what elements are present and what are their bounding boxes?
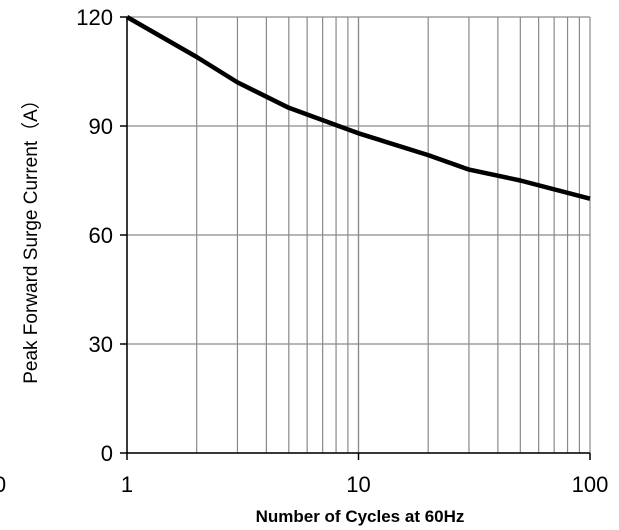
- axes: [120, 16, 591, 460]
- x-tick-label: 100: [572, 472, 609, 497]
- y-axis-title: Peak Forward Surge Current（A）: [20, 90, 42, 384]
- y-tick-label: 0: [101, 441, 113, 466]
- x-tick-label: 1: [121, 472, 133, 497]
- clipped-tick-label: 0: [0, 472, 6, 497]
- grid-lines: [126, 16, 591, 454]
- surge-current-curve: [125, 15, 591, 201]
- x-tick-label: 10: [346, 472, 370, 497]
- y-tick-label: 30: [89, 332, 113, 357]
- y-tick-label: 120: [76, 5, 113, 30]
- x-axis-title: Number of Cycles at 60Hz: [256, 507, 465, 526]
- y-tick-label: 90: [89, 114, 113, 139]
- series-layer: [125, 15, 591, 201]
- y-tick-label: 60: [89, 223, 113, 248]
